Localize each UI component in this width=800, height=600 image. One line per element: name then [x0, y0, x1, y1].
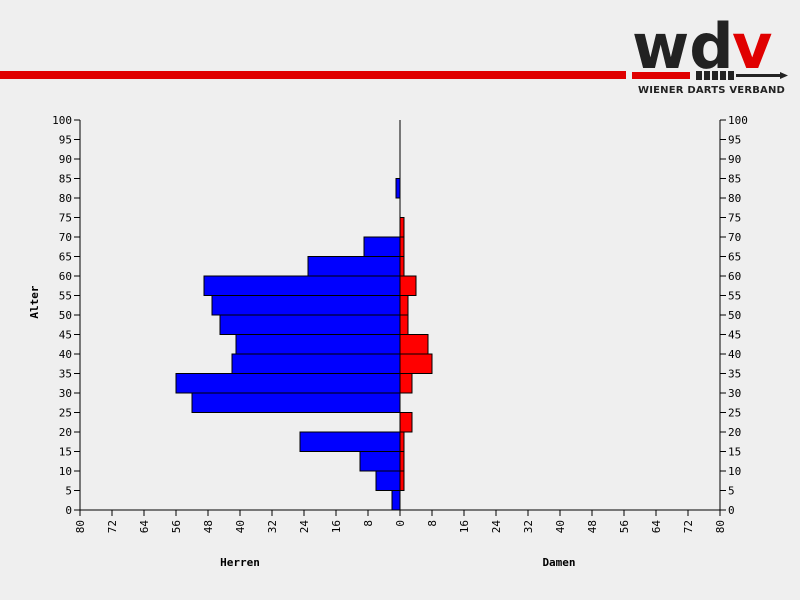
y-tick-label-left-100: 100	[52, 114, 72, 127]
header-red-line	[0, 71, 626, 79]
y-tick-label-left-75: 75	[59, 212, 72, 225]
y-tick-label-right-0: 0	[728, 504, 735, 517]
y-tick-label-right-20: 20	[728, 426, 741, 439]
bar-damen-70	[399, 217, 405, 238]
bar-herren-50	[211, 295, 401, 316]
y-tick-label-left-50: 50	[59, 309, 72, 322]
logo-mark-wd: wd	[632, 10, 734, 83]
y-tick-label-right-95: 95	[728, 134, 741, 147]
y-tick-label-right-45: 45	[728, 329, 741, 342]
x-tick-label-15: 40	[554, 520, 567, 533]
left-group-label: Herren	[220, 556, 260, 569]
y-tick-label-left-30: 30	[59, 387, 72, 400]
x-tick-label-1: 72	[106, 520, 119, 533]
bar-herren-60	[307, 256, 401, 277]
y-tick-label-right-65: 65	[728, 251, 741, 264]
x-tick-label-18: 64	[650, 520, 663, 534]
bar-damen-5	[399, 470, 405, 491]
y-tick-label-right-75: 75	[728, 212, 741, 225]
bar-herren-0	[391, 490, 401, 511]
bar-damen-30	[399, 373, 413, 394]
y-tick-label-right-85: 85	[728, 173, 741, 186]
y-tick-label-left-5: 5	[65, 485, 72, 498]
y-tick-label-left-95: 95	[59, 134, 72, 147]
x-tick-label-5: 40	[234, 520, 247, 533]
bar-herren-45	[219, 314, 401, 335]
y-tick-label-right-60: 60	[728, 270, 741, 283]
y-tick-label-left-60: 60	[59, 270, 72, 283]
logo-mark-v: v	[732, 10, 772, 83]
bar-damen-15	[399, 431, 405, 452]
y-tick-label-left-35: 35	[59, 368, 72, 381]
y-tick-label-right-10: 10	[728, 465, 741, 478]
bar-damen-45	[399, 314, 409, 335]
x-tick-label-6: 32	[266, 520, 279, 533]
bar-damen-60	[399, 256, 405, 277]
bar-herren-25	[191, 392, 401, 413]
bar-herren-5	[375, 470, 401, 491]
y-tick-label-left-15: 15	[59, 446, 72, 459]
y-tick-label-right-30: 30	[728, 387, 741, 400]
bar-damen-10	[399, 451, 405, 472]
y-tick-label-left-40: 40	[59, 348, 72, 361]
x-tick-label-19: 72	[682, 520, 695, 533]
y-tick-label-left-80: 80	[59, 192, 72, 205]
y-tick-label-left-45: 45	[59, 329, 72, 342]
x-tick-label-4: 48	[202, 520, 215, 533]
x-tick-label-12: 16	[458, 520, 471, 533]
x-tick-label-20: 80	[714, 520, 727, 533]
y-tick-label-left-0: 0	[65, 504, 72, 517]
y-tick-label-left-55: 55	[59, 290, 72, 303]
x-tick-label-17: 56	[618, 520, 631, 533]
bar-damen-20	[399, 412, 413, 433]
x-tick-label-16: 48	[586, 520, 599, 533]
x-tick-label-9: 8	[362, 520, 375, 527]
bar-herren-35	[231, 353, 401, 374]
x-tick-label-13: 24	[490, 520, 503, 534]
y-tick-label-right-55: 55	[728, 290, 741, 303]
x-tick-label-7: 24	[298, 520, 311, 534]
right-group-label: Damen	[542, 556, 575, 569]
bar-damen-40	[399, 334, 429, 355]
y-tick-label-right-5: 5	[728, 485, 735, 498]
y-tick-label-right-70: 70	[728, 231, 741, 244]
bar-damen-65	[399, 236, 405, 257]
bar-herren-65	[363, 236, 401, 257]
y-tick-label-right-50: 50	[728, 309, 741, 322]
y-axis-title: Alter	[28, 285, 41, 318]
x-tick-label-0: 80	[74, 520, 87, 533]
bar-herren-55	[203, 275, 401, 296]
y-tick-label-left-85: 85	[59, 173, 72, 186]
bar-herren-15	[299, 431, 401, 452]
x-tick-label-3: 56	[170, 520, 183, 533]
bar-damen-55	[399, 275, 417, 296]
y-tick-label-left-10: 10	[59, 465, 72, 478]
y-tick-label-left-90: 90	[59, 153, 72, 166]
y-tick-label-right-25: 25	[728, 407, 741, 420]
bar-herren-30	[175, 373, 401, 394]
y-tick-label-right-90: 90	[728, 153, 741, 166]
x-tick-label-10: 0	[394, 520, 407, 527]
bar-damen-35	[399, 353, 433, 374]
y-tick-label-right-35: 35	[728, 368, 741, 381]
y-tick-label-left-65: 65	[59, 251, 72, 264]
bar-herren-80	[395, 178, 401, 199]
bar-herren-10	[359, 451, 401, 472]
y-tick-label-right-15: 15	[728, 446, 741, 459]
y-tick-label-right-100: 100	[728, 114, 748, 127]
bar-herren-40	[235, 334, 401, 355]
y-tick-label-left-70: 70	[59, 231, 72, 244]
y-tick-label-right-80: 80	[728, 192, 741, 205]
bar-damen-50	[399, 295, 409, 316]
x-tick-label-14: 32	[522, 520, 535, 533]
y-tick-label-left-20: 20	[59, 426, 72, 439]
y-tick-label-right-40: 40	[728, 348, 741, 361]
y-tick-label-left-25: 25	[59, 407, 72, 420]
wdv-logo: wd v	[632, 10, 788, 83]
x-tick-label-11: 8	[426, 520, 439, 527]
x-tick-label-2: 64	[138, 520, 151, 534]
logo-subtitle: WIENER DARTS VERBAND	[638, 85, 786, 96]
x-tick-label-8: 16	[330, 520, 343, 533]
